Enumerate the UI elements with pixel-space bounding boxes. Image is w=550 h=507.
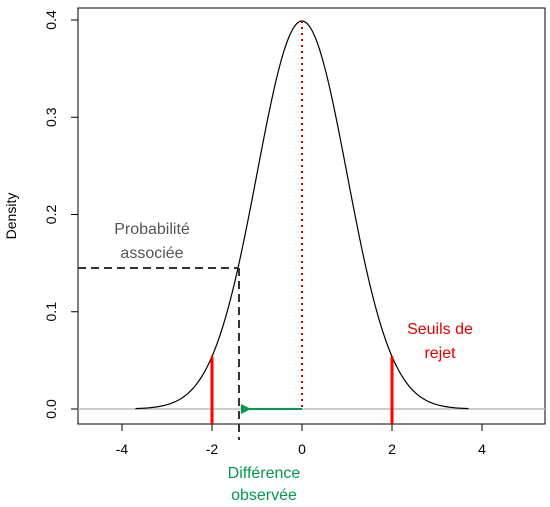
thresholds-label-line2: rejet xyxy=(424,345,456,362)
x-axis: -4 -2 0 2 4 xyxy=(116,424,486,457)
y-tick-label: 0.0 xyxy=(43,399,59,419)
y-axis: 0.0 0.1 0.2 0.3 0.4 xyxy=(43,10,78,419)
x-tick-label: -4 xyxy=(116,441,129,457)
y-tick-label: 0.4 xyxy=(43,10,59,30)
y-tick-label: 0.1 xyxy=(43,302,59,322)
probability-label-line2: associée xyxy=(120,245,183,262)
probability-label-line1: Probabilité xyxy=(114,221,190,238)
y-tick-label: 0.3 xyxy=(43,107,59,127)
x-tick-label: 4 xyxy=(478,441,486,457)
x-tick-label: 0 xyxy=(298,441,306,457)
observed-label-line2: observée xyxy=(231,487,297,504)
observed-label-line1: Différence xyxy=(228,465,301,482)
y-axis-title: Density xyxy=(3,193,19,240)
plot-frame xyxy=(77,7,546,425)
thresholds-label-line1: Seuils de xyxy=(407,321,473,338)
x-tick-label: -2 xyxy=(206,441,219,457)
y-tick-label: 0.2 xyxy=(43,205,59,225)
x-tick-label: 2 xyxy=(388,441,396,457)
